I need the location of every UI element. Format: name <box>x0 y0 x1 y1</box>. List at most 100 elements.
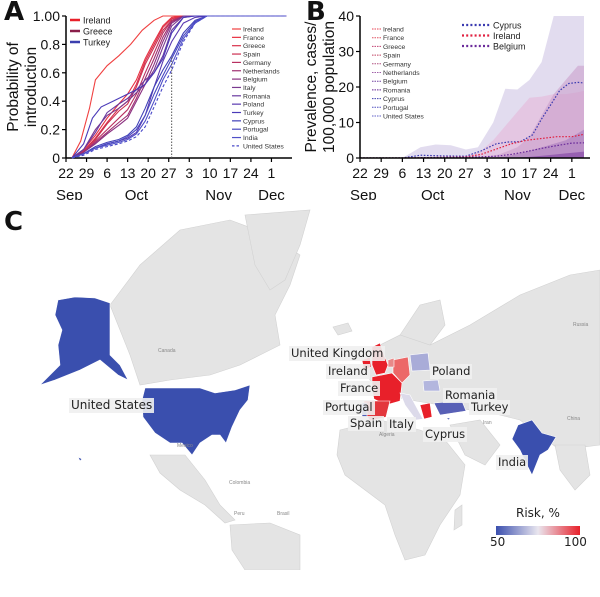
panel-letter-c: C <box>4 207 24 237</box>
x-month-label: Dec <box>258 187 285 200</box>
legend-label-turkey: Turkey <box>243 110 264 117</box>
country-united-states <box>141 384 251 456</box>
legend-label-belgium: Belgium <box>493 42 526 52</box>
basemap-label-colombia: Colombia <box>229 480 251 486</box>
risk-legend-max: 100 <box>564 535 587 549</box>
map-label-united-kingdom: United Kingdom <box>289 346 386 361</box>
legend-label-ireland: Ireland <box>243 27 264 34</box>
legend-label-italy: Italy <box>243 85 256 92</box>
legend-label-cyprus: Cyprus <box>243 118 265 125</box>
risk-legend-title: Risk, % <box>516 506 560 520</box>
y-tick-label: 40 <box>338 8 354 24</box>
x-tick-label: 6 <box>398 165 406 181</box>
x-tick-label: 13 <box>416 165 432 181</box>
legend-label-greece: Greece <box>83 27 113 37</box>
x-tick-label: 24 <box>543 165 559 181</box>
y-axis-label: 100,000 population <box>321 21 338 153</box>
x-tick-label: 20 <box>437 165 453 181</box>
legend-label-belgium: Belgium <box>243 77 268 84</box>
map-label-italy: Italy <box>387 417 416 432</box>
legend-label-united-states: United States <box>383 114 424 121</box>
x-tick-label: 29 <box>373 165 389 181</box>
y-tick-label: 1.00 <box>33 8 60 24</box>
map-label-spain: Spain <box>348 416 385 431</box>
country-netherlands <box>387 357 395 368</box>
legend-label-poland: Poland <box>243 102 264 109</box>
x-tick-label: 10 <box>501 165 517 181</box>
legend-label-turkey: Turkey <box>83 38 111 48</box>
chart-b: 0 10 20 30 40 22 29 6 13 20 27 3 10 17 24 1 Sep Oct Nov Dec… <box>303 8 590 200</box>
basemap-label-china: China <box>567 416 581 422</box>
x-tick-label: 6 <box>103 165 111 181</box>
legend-label-romania: Romania <box>243 93 270 100</box>
x-tick-label: 10 <box>202 165 218 181</box>
country-turkey <box>433 400 467 416</box>
x-month-label: Oct <box>125 187 149 200</box>
x-tick-label: 17 <box>223 165 239 181</box>
series-line-ireland <box>71 15 287 159</box>
panel-letter-b: B <box>306 0 326 27</box>
chart-a: 0 0.2 0.4 0.6 0.8 1.00 22 29 6 13 20 27 3 10 17 24 1 Sep O… <box>5 8 292 200</box>
y-tick-label: 30 <box>338 44 354 60</box>
x-month-label: Sep <box>350 187 377 200</box>
panel-letter-a: A <box>4 0 25 27</box>
x-tick-label: 22 <box>58 165 74 181</box>
y-axis-label: Prevalence, cases/ <box>303 21 320 153</box>
y-axis-label: Probability of <box>5 42 22 132</box>
y-tick-label: 0 <box>346 150 354 166</box>
legend-label-france: France <box>383 35 404 42</box>
legend-label-spain: Spain <box>243 52 261 59</box>
legend-label-greece: Greece <box>383 44 406 51</box>
x-month-label: Dec <box>558 187 585 200</box>
legend-label-united-states: United States <box>243 143 284 150</box>
x-month-label: Sep <box>56 187 83 200</box>
land-greenland <box>244 209 311 291</box>
basemap-label-peru: Peru <box>234 511 245 517</box>
country-hawaii <box>77 456 83 462</box>
country-greece <box>419 402 433 420</box>
x-tick-label: 22 <box>352 165 368 181</box>
legend-label-portugal: Portugal <box>243 127 269 134</box>
land-central-america <box>149 454 236 524</box>
x-tick-label: 29 <box>79 165 95 181</box>
legend-label-netherlands: Netherlands <box>383 70 420 77</box>
risk-legend-min: 50 <box>490 535 506 549</box>
legend-label-portugal: Portugal <box>383 105 409 112</box>
land-madagascar <box>453 504 463 531</box>
series-line-cyprus <box>360 81 584 158</box>
land-se-asia <box>554 444 591 491</box>
x-month-label: Oct <box>421 187 445 200</box>
country-alaska <box>39 296 129 386</box>
basemap-label-iran: Iran <box>483 420 492 426</box>
legend-label-ireland: Ireland <box>83 16 111 26</box>
country-romania <box>422 379 441 392</box>
legend-label-netherlands: Netherlands <box>243 68 280 75</box>
map-label-turkey: Turkey <box>469 400 511 415</box>
y-tick-label: 0.6 <box>41 65 61 81</box>
map-label-portugal: Portugal <box>323 400 375 415</box>
y-tick-label: 10 <box>338 115 354 131</box>
map-label-ireland: Ireland <box>326 364 370 379</box>
legend-label-greece: Greece <box>243 43 266 50</box>
x-tick-label: 1 <box>268 165 276 181</box>
legend-label-germany: Germany <box>243 60 272 67</box>
x-tick-label: 20 <box>140 165 156 181</box>
x-tick-label: 1 <box>568 165 576 181</box>
country-cyprus <box>445 417 451 421</box>
x-tick-label: 3 <box>483 165 491 181</box>
map-label-poland: Poland <box>430 364 473 379</box>
x-tick-label: 24 <box>243 165 259 181</box>
legend-label-romania: Romania <box>383 87 410 94</box>
y-tick-label: 0 <box>52 150 60 166</box>
legend-label-spain: Spain <box>383 53 401 60</box>
land-iceland <box>332 322 353 336</box>
map-label-france: France <box>338 381 381 396</box>
legend-label-belgium: Belgium <box>383 79 408 86</box>
y-tick-label: 20 <box>338 79 354 95</box>
legend-label-india: India <box>243 135 258 142</box>
legend-label-france: France <box>243 35 264 42</box>
y-tick-label: 0.4 <box>41 93 61 109</box>
y-tick-label: 0.8 <box>41 36 61 52</box>
legend-label-ireland: Ireland <box>493 31 521 41</box>
map-label-india: India <box>496 455 529 470</box>
